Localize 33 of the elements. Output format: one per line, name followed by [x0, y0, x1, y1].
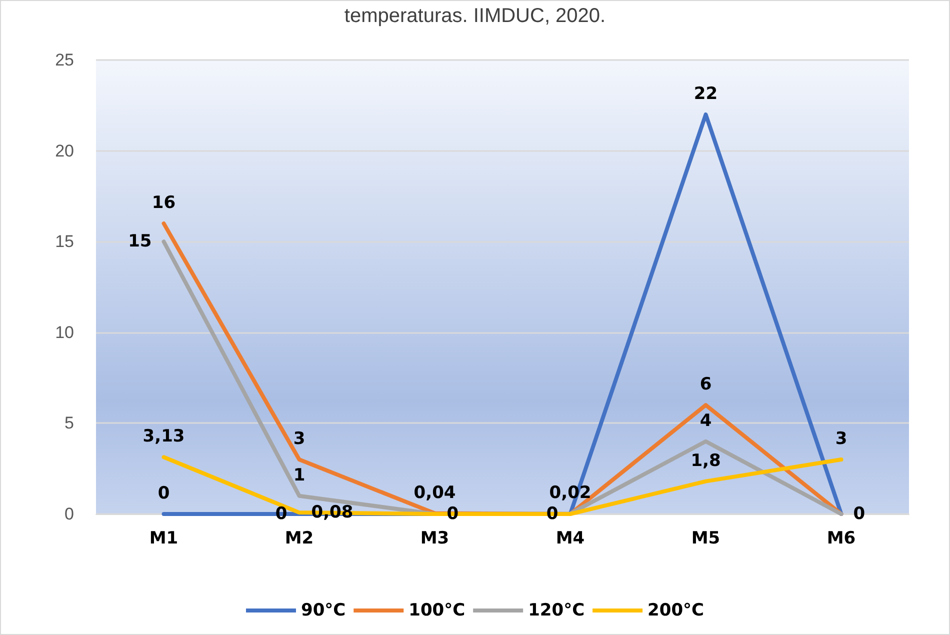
- legend-label: 100°C: [408, 600, 466, 620]
- y-tick-label: 5: [64, 414, 74, 433]
- data-label: 0: [275, 504, 288, 524]
- chart-title: temperaturas. IIMDUC, 2020.: [344, 5, 606, 27]
- data-label: 3: [835, 429, 848, 450]
- x-tick-label: M4: [556, 528, 585, 548]
- data-label: 22: [694, 84, 718, 104]
- y-tick-label: 25: [55, 50, 74, 70]
- data-label: 1: [293, 465, 306, 486]
- y-tick-label: 15: [55, 232, 74, 252]
- x-tick-label: M5: [691, 528, 720, 548]
- y-tick-label: 20: [55, 141, 74, 160]
- legend-label: 90°C: [300, 600, 346, 620]
- data-label: 6: [700, 374, 712, 395]
- data-label: 0,02: [549, 483, 592, 504]
- x-tick-label: M3: [420, 528, 450, 548]
- data-label: 1,8: [690, 450, 721, 471]
- data-label: 0: [158, 484, 170, 504]
- data-label: 15: [128, 232, 152, 252]
- data-label: 3,13: [142, 426, 185, 447]
- x-tick-label: M2: [284, 528, 314, 548]
- data-label: 3: [293, 429, 306, 450]
- data-label: 0,08: [311, 502, 354, 523]
- x-tick-label: M1: [149, 528, 178, 548]
- data-label: 4: [700, 410, 712, 431]
- data-label: 16: [152, 192, 176, 213]
- x-tick-label: M6: [826, 528, 856, 548]
- legend-label: 120°C: [528, 600, 585, 620]
- y-tick-label: 10: [55, 322, 74, 342]
- legend-label: 200°C: [648, 600, 704, 620]
- data-label: 0: [853, 504, 866, 524]
- y-tick-label: 0: [64, 504, 74, 524]
- data-label: 0,04: [414, 482, 456, 503]
